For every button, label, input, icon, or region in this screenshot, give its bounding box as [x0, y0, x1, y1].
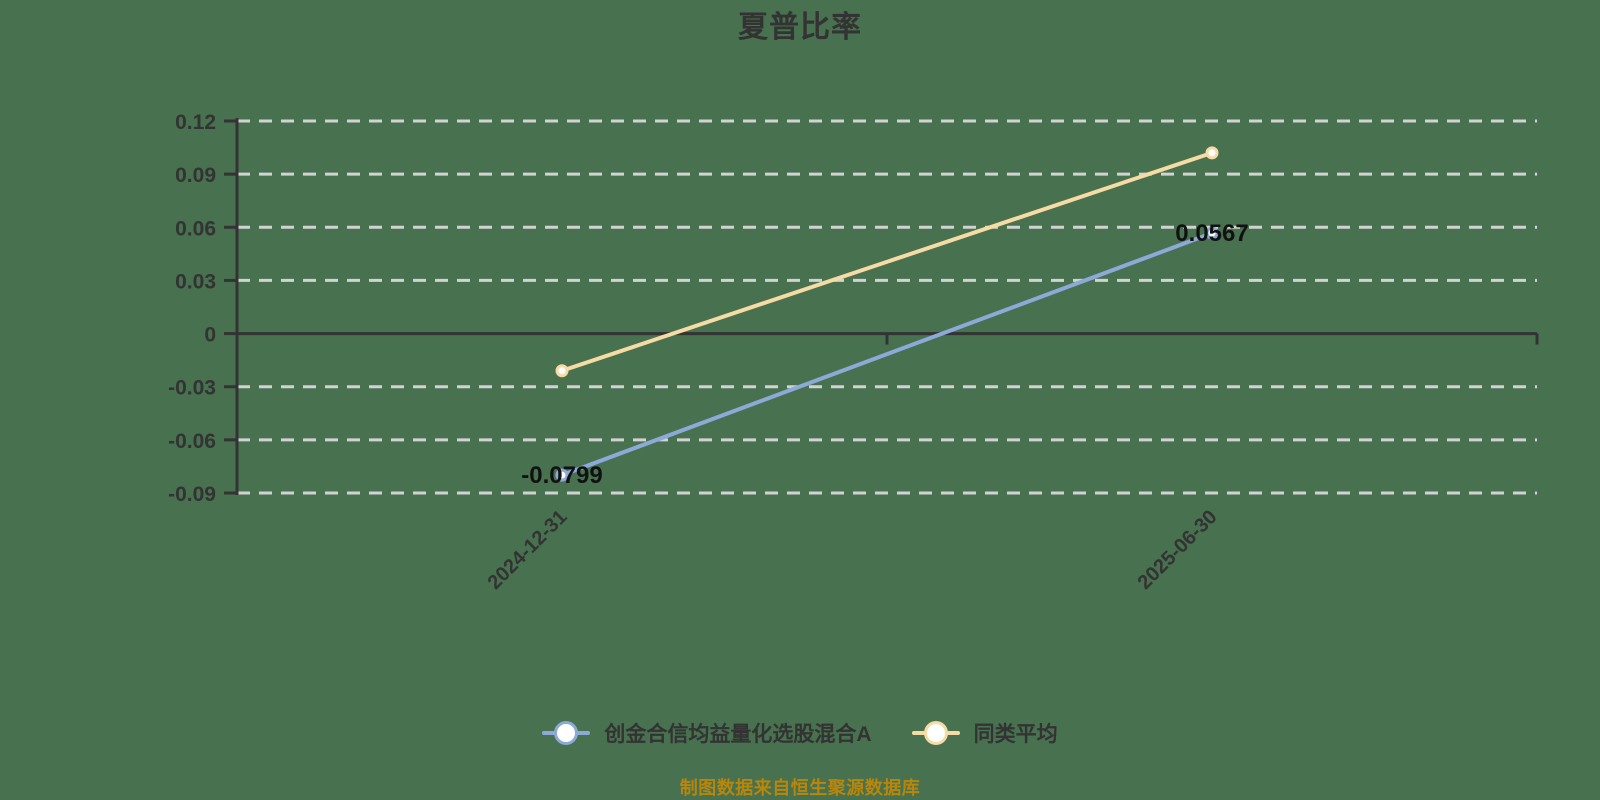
- data-point-label: -0.0799: [521, 462, 602, 489]
- x-axis-label: 2024-12-31: [484, 506, 572, 594]
- y-axis-label: -0.06: [168, 430, 216, 453]
- legend: 创金合信均益量化选股混合A 同类平均: [0, 718, 1600, 748]
- y-axis-label: -0.09: [168, 483, 216, 506]
- y-axis-label: 0.09: [175, 164, 216, 187]
- data-point[interactable]: [555, 468, 569, 482]
- y-axis-label: 0.12: [175, 111, 216, 134]
- data-point[interactable]: [1205, 226, 1219, 240]
- line-point-marker-icon: [542, 720, 591, 746]
- x-axis-label: 2025-06-30: [1134, 506, 1222, 594]
- y-axis-label: 0.03: [175, 270, 216, 293]
- legend-label-fund: 创金合信均益量化选股混合A: [604, 723, 872, 746]
- y-axis-label: 0.06: [175, 217, 216, 240]
- chart-title: 夏普比率: [738, 11, 862, 44]
- data-point[interactable]: [555, 364, 569, 378]
- data-point-label: 0.0567: [1175, 220, 1248, 247]
- y-axis-label: -0.03: [168, 377, 216, 400]
- legend-item-category-average[interactable]: 同类平均: [911, 718, 1058, 748]
- line-point-marker-icon: [911, 720, 960, 746]
- legend-item-fund[interactable]: 创金合信均益量化选股混合A: [542, 718, 872, 748]
- legend-label-category-average: 同类平均: [973, 723, 1058, 746]
- y-axis-label: 0: [204, 324, 216, 347]
- data-point[interactable]: [1205, 146, 1219, 160]
- series-line-1: [560, 150, 1214, 373]
- data-source-note: 制图数据来自恒生聚源数据库: [679, 778, 921, 798]
- series-line-0: [560, 231, 1214, 478]
